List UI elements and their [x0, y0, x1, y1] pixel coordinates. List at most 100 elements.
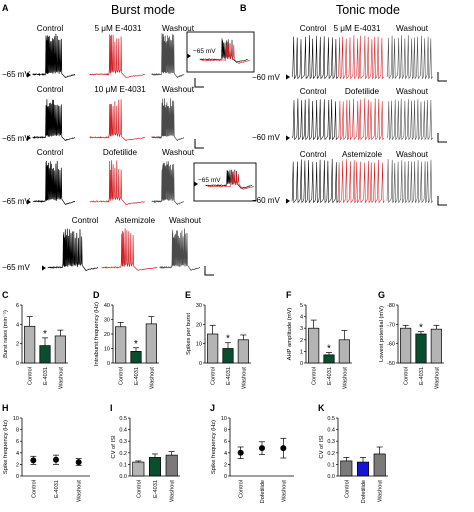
a3-vlabel: −65 mV	[2, 197, 30, 206]
chart-j-point-3	[280, 445, 287, 452]
chart-k-bar-3	[373, 453, 386, 477]
chart-c-xtick-label-3: Washout	[58, 367, 64, 389]
chart-k-xtick-label-1: Control	[344, 480, 350, 498]
chart-e-bar-1	[207, 333, 219, 364]
chart-h: H 0 2 4 6 8 10 Spike frequency (Hz) Control E-403…	[2, 403, 90, 502]
chart-f-ytick-label: 2	[300, 338, 303, 344]
a1-trace-1	[32, 33, 76, 79]
chart-d-ytick-label: 30	[104, 318, 110, 324]
b1-baseline-arrow	[286, 74, 290, 80]
chart-e-xtick-label-3: Washout	[241, 367, 247, 389]
chart-d: D 0 10 20 30 40 Intraburst frequency (Hz) Contr…	[93, 290, 159, 389]
inset-1-trace-control	[199, 38, 249, 63]
chart-k-xtick-label-3: Washout	[378, 480, 384, 502]
summary-charts: C 0 2 4 6 Burst rates (min⁻¹) Control * E-4031 Wa…	[2, 290, 444, 503]
a2-cond-drug: 10 μM E-4031	[94, 85, 146, 94]
a2-cond-washout: Washout	[162, 85, 195, 94]
chart-k-ytick-label: 0.4	[327, 428, 335, 434]
a4-trace-3	[159, 228, 201, 272]
b2-baseline-arrow	[286, 135, 290, 141]
chart-h-xtick-label-2: E-4031	[54, 480, 60, 498]
inset-2-arrow	[194, 181, 198, 187]
trace-layer	[27, 33, 447, 276]
chart-h-xtick-label-1: Control	[31, 480, 37, 498]
chart-k-ytick-label: 0.3	[327, 439, 335, 445]
chart-i-ytick-label: 0.4	[119, 428, 127, 434]
inset-1-arrow	[187, 53, 191, 59]
b2-cond-control: Control	[300, 87, 327, 96]
chart-j-xtick-label-1: Control	[239, 480, 245, 498]
chart-k-xtick-label-2: Dofetilide	[361, 480, 367, 503]
a4-scale-bar	[204, 266, 214, 276]
a1-scale-bar	[194, 78, 204, 88]
chart-h-point-1	[30, 457, 37, 464]
chart-k: K 0.0 0.1 0.2 0.3 0.4 0.5 CV of ISI Control Dofet…	[318, 403, 388, 503]
chart-j-ytick-label: 0	[224, 474, 227, 480]
chart-d-ylabel: Intraburst frequency (Hz)	[94, 302, 100, 366]
chart-e-xtick-label-2: E-4031	[226, 367, 232, 385]
chart-i-xtick-label-2: E-4031	[153, 480, 159, 498]
chart-i-letter: I	[110, 403, 113, 413]
chart-d-ytick-label: 10	[104, 347, 110, 353]
b2-trace-1	[291, 98, 338, 141]
a2-vlabel: −65 mV	[2, 134, 30, 143]
chart-j-ytick-label: 4	[224, 451, 227, 457]
a3-cond-control: Control	[37, 148, 64, 157]
b2-trace-2	[337, 98, 385, 141]
panel-b-letter: B	[240, 3, 247, 13]
a1-cond-washout: Washout	[162, 24, 195, 33]
chart-f-xtick-label-2: E-4031	[327, 367, 333, 385]
a2-cond-control: Control	[37, 85, 64, 94]
inset-box-1	[186, 31, 255, 73]
chart-h-ytick-label: 0	[16, 474, 19, 480]
a2-trace-3	[151, 98, 185, 142]
chart-g-ytick-label: -70	[387, 322, 395, 328]
a1-cond-drug: 5 μM E-4031	[94, 24, 141, 33]
chart-g-ytick-label: -80	[387, 303, 395, 309]
chart-c-ytick-label: 6	[16, 303, 19, 309]
chart-i-bar-3	[165, 454, 178, 477]
chart-k-bar-1	[340, 460, 353, 477]
tonic-mode-title: Tonic mode	[336, 3, 400, 17]
b1-vlabel: −60 mV	[252, 73, 280, 82]
chart-i-xtick-label-1: Control	[136, 480, 142, 498]
chart-g-bar-2	[415, 333, 427, 364]
a1-vlabel: −65 mV	[2, 70, 30, 79]
chart-j-letter: J	[210, 403, 215, 413]
b3-vlabel: −60 mV	[252, 196, 280, 205]
chart-h-ytick-label: 4	[16, 451, 19, 457]
chart-e-bar-3	[237, 339, 249, 364]
a1-cond-control: Control	[37, 24, 64, 33]
chart-j-point-1	[237, 449, 244, 456]
inset-2-vlabel: −65 mV	[198, 177, 221, 184]
chart-k-ytick-label: 0.2	[327, 451, 335, 457]
a2-baseline-arrow	[27, 135, 31, 141]
chart-f-xtick-label-1: Control	[312, 367, 318, 385]
chart-g-ytick-label: -60	[387, 342, 395, 348]
chart-c-bar-3	[54, 335, 66, 364]
a3-trace-3	[151, 161, 185, 206]
chart-e-ytick-label: 0	[199, 361, 202, 367]
chart-f-ytick-label: 0	[300, 361, 303, 367]
chart-g-letter: G	[378, 290, 385, 300]
chart-f-ytick-label: 3	[300, 326, 303, 332]
chart-h-ytick-label: 2	[16, 462, 19, 468]
chart-g-xtick-label-3: Washout	[434, 367, 440, 389]
burst-mode-title: Burst mode	[111, 3, 175, 17]
chart-k-ytick-label: 0.1	[327, 462, 335, 468]
chart-d-letter: D	[93, 290, 100, 300]
b1-cond-control: Control	[300, 24, 327, 33]
chart-f-ytick-label: 1	[300, 349, 303, 355]
chart-i-bar-2	[148, 457, 162, 477]
chart-e-ytick-label: 10	[196, 342, 202, 348]
chart-j-ytick-label: 6	[224, 439, 227, 445]
chart-i-ytick-label: 0.1	[119, 462, 127, 468]
chart-h-letter: H	[2, 403, 9, 413]
chart-c-significance-star: *	[43, 329, 47, 340]
chart-i-ytick-label: 0.0	[119, 474, 127, 480]
a4-cond-washout: Washout	[169, 216, 202, 225]
chart-d-bar-1	[115, 326, 127, 364]
chart-j-point-2	[259, 445, 265, 452]
a1-trace-3	[151, 33, 185, 79]
inset-2-trace-drug	[207, 171, 254, 190]
